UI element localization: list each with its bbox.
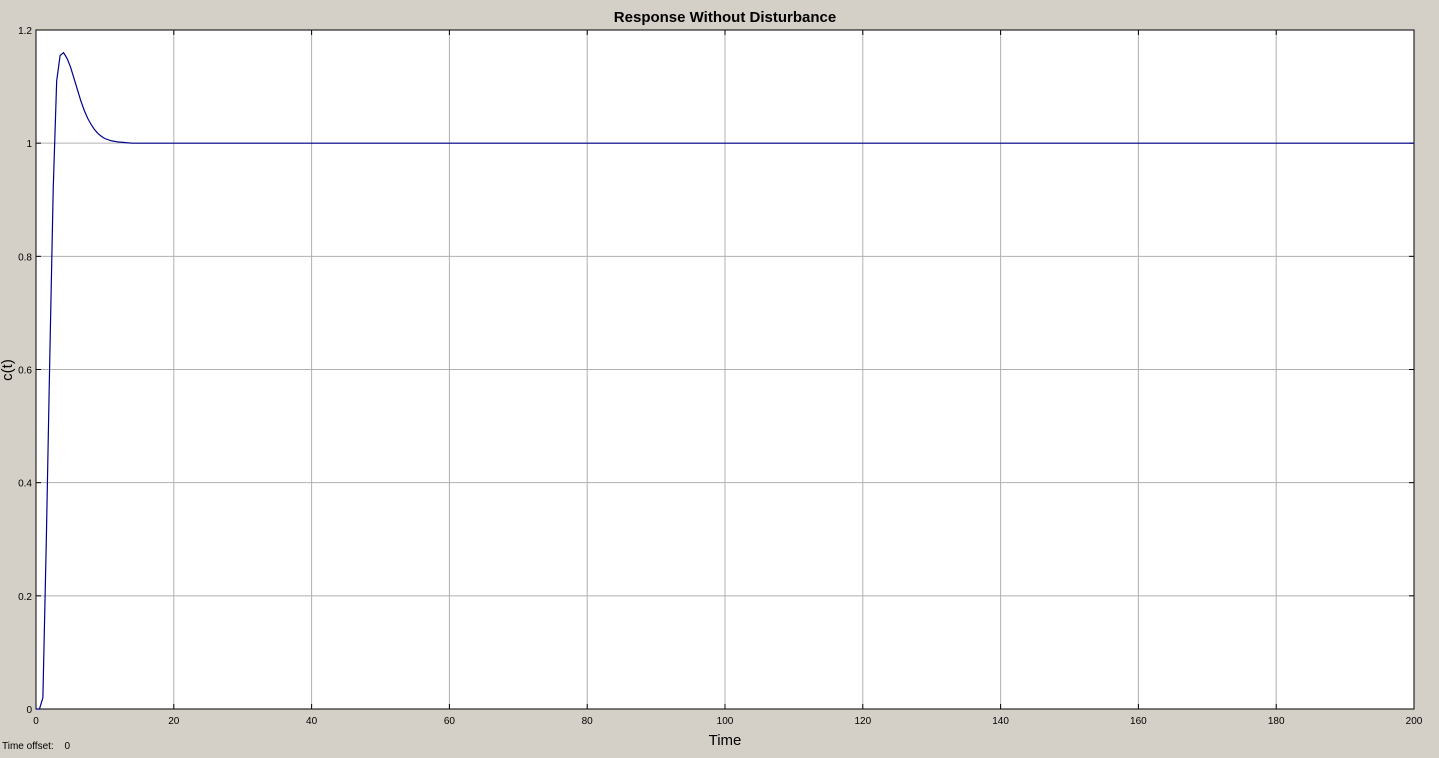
y-axis-label: c(t) (0, 359, 16, 381)
y-tick-label: 1 (26, 139, 32, 150)
x-tick-label: 120 (854, 716, 871, 727)
x-tick-label: 200 (1406, 716, 1423, 727)
chart-title: Response Without Disturbance (614, 9, 836, 26)
time-offset-readout: Time offset: 0 (2, 741, 70, 752)
series-line (36, 51, 1414, 710)
x-tick-label: 140 (992, 716, 1009, 727)
x-tick-label: 160 (1130, 716, 1147, 727)
x-tick-label: 180 (1268, 716, 1285, 727)
y-tick-label: 0.2 (18, 592, 32, 603)
series-layer (36, 51, 1414, 710)
y-tick-label: 0.6 (18, 366, 32, 377)
time-offset-label: Time offset: (2, 741, 54, 752)
x-tick-label: 100 (717, 716, 734, 727)
y-tick-label: 1.2 (18, 26, 32, 37)
x-tick-label: 60 (444, 716, 456, 727)
x-tick-label: 0 (33, 716, 39, 727)
x-tick-label: 40 (306, 716, 318, 727)
x-tick-label: 80 (582, 716, 594, 727)
time-offset-value: 0 (64, 741, 71, 752)
y-tick-label: 0.4 (18, 479, 32, 490)
axis-ticks: 0 20 40 60 80 100 120 140 160 180 200 0 0.2 0.4 0.6 0.8… (18, 26, 1423, 727)
y-tick-label: 0 (26, 705, 32, 716)
y-tick-label: 0.8 (18, 252, 32, 263)
x-tick-label: 20 (168, 716, 180, 727)
x-axis-label: Time (709, 732, 742, 749)
